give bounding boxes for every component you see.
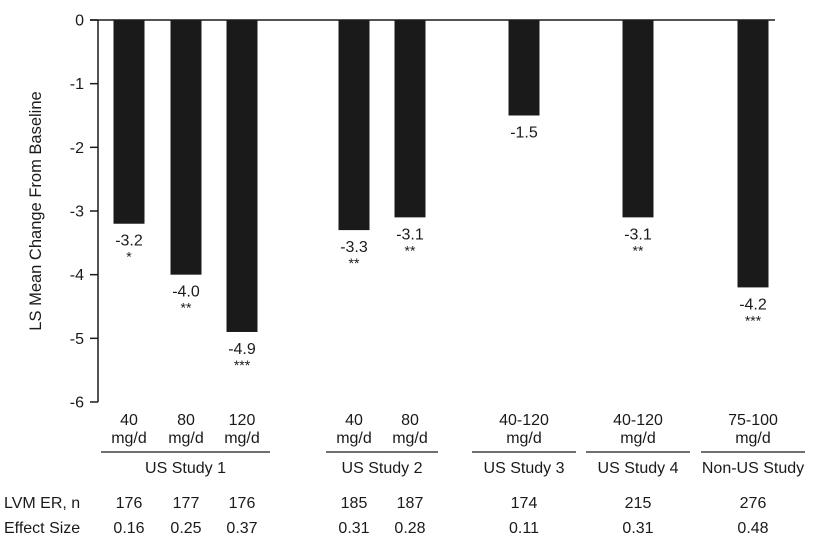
dose-label: 80: [177, 412, 195, 429]
n-value: 177: [173, 495, 200, 512]
dose-unit: mg/d: [224, 430, 260, 447]
effect-size-values: 0.16 0.25 0.37 0.31 0.28 0.11 0.31 0.48: [113, 520, 768, 537]
y-tick-label: -4: [70, 267, 84, 284]
effect-size-value: 0.31: [622, 520, 653, 537]
significance-marker: **: [181, 300, 192, 316]
effect-size-value: 0.16: [113, 520, 144, 537]
dose-labels: 40mg/d80mg/d120mg/d40mg/d80mg/d40-120mg/…: [111, 412, 778, 447]
n-value: 176: [116, 495, 143, 512]
bar-value-label: -3.2: [115, 233, 143, 250]
n-values: 176 177 176 185 187 174 215 276: [116, 495, 767, 512]
bar-value-label: -1.5: [510, 125, 538, 142]
n-value: 215: [625, 495, 652, 512]
effect-size-value: 0.37: [226, 520, 257, 537]
y-tick-label: -3: [70, 204, 84, 221]
bar: [226, 20, 258, 332]
dose-unit: mg/d: [336, 430, 372, 447]
n-value: 185: [341, 495, 368, 512]
dose-label: 40: [345, 412, 363, 429]
bar: [113, 20, 145, 224]
bars: [113, 20, 769, 332]
significance-marker: ***: [745, 312, 762, 328]
dose-unit: mg/d: [620, 430, 656, 447]
dose-unit: mg/d: [168, 430, 204, 447]
dose-label: 40: [120, 412, 138, 429]
n-value: 276: [740, 495, 767, 512]
y-tick-label: -1: [70, 76, 84, 93]
study-group-label: US Study 4: [598, 460, 679, 477]
bar: [338, 20, 370, 231]
effect-size-value: 0.28: [394, 520, 425, 537]
bar-value-label: -3.3: [340, 239, 368, 256]
dose-label: 40-120: [499, 412, 549, 429]
significance-marker: *: [126, 249, 132, 265]
effect-size-value: 0.25: [170, 520, 201, 537]
dose-label: 120: [229, 412, 256, 429]
bar-value-label: -4.9: [228, 341, 256, 358]
bar-value-label: -3.1: [396, 226, 424, 243]
significance-marker: ***: [234, 357, 251, 373]
significance-marker: **: [633, 242, 644, 258]
dose-label: 80: [401, 412, 419, 429]
significance-marker: **: [349, 255, 360, 271]
n-value: 174: [511, 495, 538, 512]
dose-unit: mg/d: [735, 430, 771, 447]
dose-unit: mg/d: [111, 430, 147, 447]
bar-value-label: -4.0: [172, 284, 200, 301]
study-group-label: US Study 2: [342, 460, 423, 477]
y-axis: 0 -1 -2 -3 -4 -5 -6: [70, 13, 99, 412]
n-value: 176: [229, 495, 256, 512]
dose-unit: mg/d: [506, 430, 542, 447]
bar-value-labels: -3.2*-4.0**-4.9***-3.3**-3.1**-1.5-3.1**…: [115, 125, 767, 373]
effect-size-value: 0.31: [338, 520, 369, 537]
bar: [170, 20, 202, 275]
y-ticks: 0 -1 -2 -3 -4 -5 -6: [70, 13, 98, 412]
y-tick-label: -6: [70, 395, 84, 412]
n-row-label: LVM ER, n: [4, 495, 80, 512]
dose-unit: mg/d: [392, 430, 428, 447]
bar: [737, 20, 769, 288]
study-groups: US Study 1 US Study 2 US Study 3 US Study 4…: [101, 451, 805, 477]
n-value: 187: [397, 495, 424, 512]
effect-size-value: 0.11: [509, 520, 539, 537]
y-tick-label: 0: [75, 13, 84, 30]
y-tick-label: -5: [70, 331, 84, 348]
dose-label: 75-100: [728, 412, 778, 429]
bar-value-label: -4.2: [739, 296, 767, 313]
significance-marker: **: [405, 242, 416, 258]
study-group-label: US Study 3: [484, 460, 565, 477]
bar-value-label: -3.1: [624, 226, 652, 243]
study-group-label: US Study 1: [145, 460, 226, 477]
study-group-label: Non-US Study: [702, 460, 804, 477]
effect-size-value: 0.48: [737, 520, 768, 537]
bar: [622, 20, 654, 218]
dose-label: 40-120: [613, 412, 663, 429]
y-axis-label: LS Mean Change From Baseline: [27, 91, 45, 330]
y-tick-label: -2: [70, 140, 84, 157]
effect-size-row-label: Effect Size: [4, 520, 80, 537]
bar: [508, 20, 540, 116]
bar: [394, 20, 426, 218]
